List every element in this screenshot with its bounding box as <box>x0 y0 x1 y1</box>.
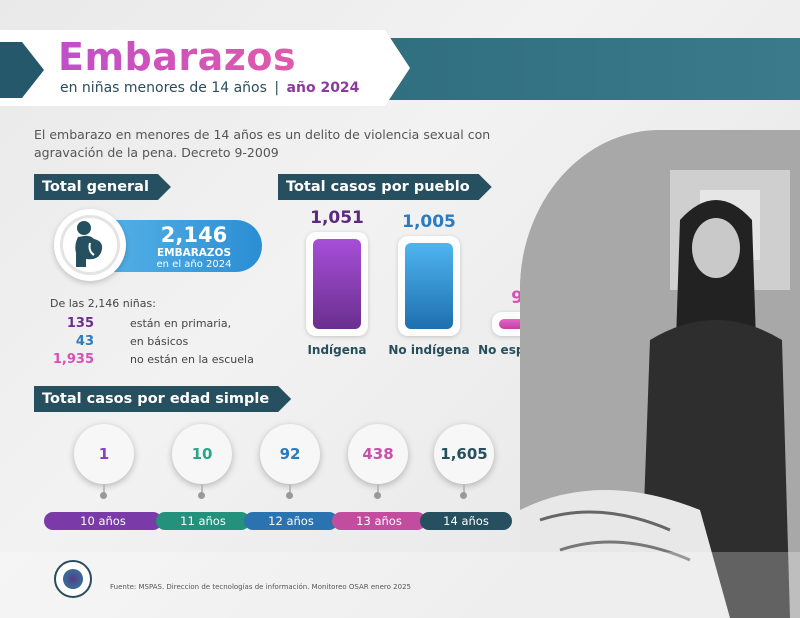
photo-illustration <box>520 130 800 618</box>
breakdown-text: están en primaria, <box>130 317 232 330</box>
page-subtitle: en niñas menores de 14 años | año 2024 <box>60 80 359 96</box>
header-plate <box>0 30 410 106</box>
age-band-10: 10 años <box>44 512 162 530</box>
pueblo-bar-frame <box>398 236 460 336</box>
pueblo-value-indigena: 1,051 <box>310 208 364 228</box>
breakdown-intro: De las 2,146 niñas: <box>50 297 156 310</box>
total-number: 2,146 <box>160 223 228 247</box>
age-circle-13: 438 <box>348 424 408 484</box>
age-stem <box>289 484 291 494</box>
intro-text: El embarazo en menores de 14 años es un … <box>34 127 491 160</box>
age-stem <box>377 484 379 494</box>
pueblo-label-no-indigena: No indígena <box>388 343 470 357</box>
breakdown-number: 43 <box>75 334 94 349</box>
section-tag-edad: Total casos por edad simple <box>34 386 291 412</box>
total-year: en el año 2024 <box>156 259 232 270</box>
breakdown-text: no están en la escuela <box>130 353 254 366</box>
age-stem <box>463 484 465 494</box>
age-band-13: 13 años <box>332 512 426 530</box>
page-title: Embarazos <box>58 35 297 79</box>
age-stem <box>103 484 105 494</box>
pregnant-woman-icon <box>75 221 103 267</box>
breakdown-text: en básicos <box>130 335 189 348</box>
source-text: Fuente: MSPAS. Direccion de tecnologías … <box>110 583 411 591</box>
age-stem <box>201 484 203 494</box>
pueblo-label-indigena: Indígena <box>307 343 367 357</box>
age-dot <box>374 492 381 499</box>
breakdown-row: 135 están en primaria, <box>50 316 350 332</box>
total-label: EMBARAZOS <box>156 247 232 259</box>
pueblo-value-no-indigena: 1,005 <box>402 212 456 232</box>
pueblo-bar-no-indigena <box>405 243 453 329</box>
age-band-12: 12 años <box>244 512 338 530</box>
pueblo-bar-frame <box>306 232 368 336</box>
seal-center <box>63 569 83 589</box>
blurred-photo <box>520 130 800 618</box>
subtitle-year: año 2024 <box>286 80 360 96</box>
breakdown-row: 43 en básicos <box>50 334 350 350</box>
age-circle-10: 1 <box>74 424 134 484</box>
age-dot <box>286 492 293 499</box>
age-dot <box>100 492 107 499</box>
subtitle-text: en niñas menores de 14 años <box>60 80 267 96</box>
breakdown-number: 1,935 <box>52 352 94 367</box>
section-tag-pueblo: Total casos por pueblo <box>278 174 492 200</box>
age-dot <box>198 492 205 499</box>
age-dot <box>460 492 467 499</box>
subtitle-separator: | <box>274 80 280 96</box>
breakdown-number: 135 <box>66 316 94 331</box>
breakdown-row: 1,935 no están en la escuela <box>50 352 350 368</box>
badge-ring <box>60 215 120 275</box>
age-circle-14: 1,605 <box>434 424 494 484</box>
section-tag-total-general: Total general <box>34 174 171 200</box>
pueblo-bar-indigena <box>313 239 361 329</box>
osar-seal-icon <box>54 560 92 598</box>
footer-bar <box>0 552 800 618</box>
age-circle-12: 92 <box>260 424 320 484</box>
age-band-11: 11 años <box>156 512 250 530</box>
age-circle-11: 10 <box>172 424 232 484</box>
age-band-14: 14 años <box>420 512 512 530</box>
pregnant-woman-badge <box>54 209 126 281</box>
